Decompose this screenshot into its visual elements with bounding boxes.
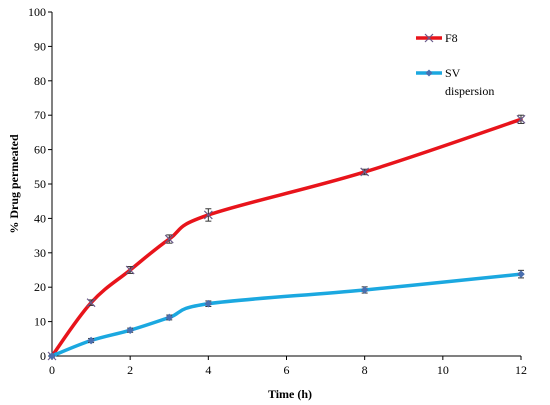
data-point <box>164 234 174 244</box>
y-tick-label: 10 <box>34 315 46 329</box>
y-tick-label: 60 <box>34 143 46 157</box>
legend-label-f8: F8 <box>445 31 458 45</box>
y-tick-label: 0 <box>40 349 46 363</box>
x-tick-label: 6 <box>284 363 290 377</box>
y-tick-label: 80 <box>34 74 46 88</box>
y-tick-label: 50 <box>34 177 46 191</box>
y-tick-label: 30 <box>34 246 46 260</box>
y-tick-label: 20 <box>34 280 46 294</box>
data-point <box>360 167 370 177</box>
y-tick-label: 40 <box>34 211 46 225</box>
x-tick-label: 12 <box>515 363 527 377</box>
axes <box>48 11 522 360</box>
series-line <box>50 117 523 358</box>
tick-labels: 0 10 20 30 40 50 60 70 80 90 100 0 2 4 6 8 10 12 <box>28 5 527 377</box>
data-point <box>87 336 95 345</box>
series-f8 <box>47 114 526 361</box>
data-point <box>126 326 134 334</box>
legend-label-sv: SV <box>445 66 461 80</box>
data-point <box>517 270 525 278</box>
x-tick-label: 10 <box>437 363 449 377</box>
y-tick-label: 100 <box>28 5 46 19</box>
data-point <box>360 286 369 294</box>
legend-marker-f8 <box>424 33 434 43</box>
data-point <box>125 265 135 275</box>
legend-marker-sv <box>425 69 433 77</box>
x-tick-label: 4 <box>205 363 211 377</box>
y-axis-title: % Drug permeated <box>7 134 21 234</box>
data-point <box>86 298 96 308</box>
data-point <box>516 114 526 124</box>
legend-label-sv-line2: dispersion <box>445 84 494 98</box>
series-sv-dispersion <box>48 269 525 360</box>
data-point <box>48 352 56 360</box>
y-tick-label: 90 <box>34 39 46 53</box>
legend: F8 SV dispersion <box>416 31 494 98</box>
series-layer <box>47 114 526 361</box>
x-axis-title: Time (h) <box>268 387 312 401</box>
data-point <box>204 299 213 308</box>
x-tick-label: 8 <box>362 363 368 377</box>
data-point <box>165 313 174 322</box>
y-tick-label: 70 <box>34 108 46 122</box>
x-tick-label: 0 <box>49 363 55 377</box>
x-tick-label: 2 <box>127 363 133 377</box>
series-line <box>50 272 523 358</box>
data-point <box>203 210 213 220</box>
